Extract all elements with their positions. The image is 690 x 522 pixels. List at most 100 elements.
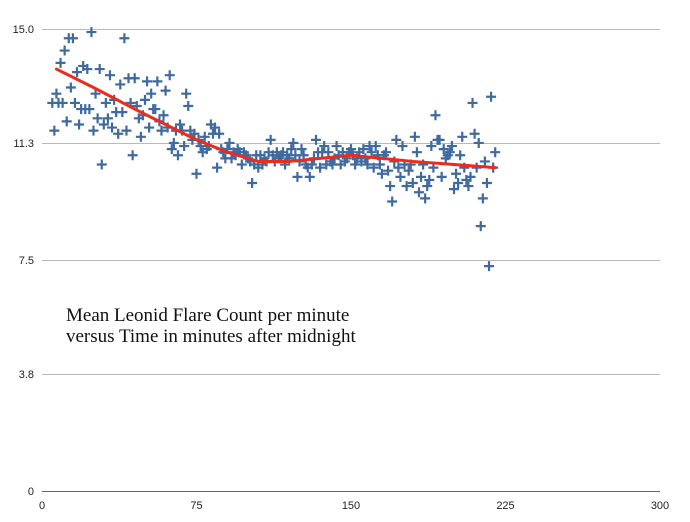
data-point-126	[306, 159, 317, 170]
data-point-47	[144, 122, 155, 133]
data-point-40	[129, 73, 140, 84]
data-point-29	[107, 122, 118, 133]
data-point-116	[286, 144, 297, 155]
data-point-39	[127, 150, 138, 161]
x-tick-label-4: 300	[651, 500, 669, 512]
data-point-27	[102, 113, 113, 124]
x-tick-label-3: 225	[496, 500, 514, 512]
data-point-51	[152, 76, 163, 87]
data-point-130	[315, 162, 326, 173]
data-point-213	[486, 91, 497, 102]
data-point-194	[446, 141, 457, 152]
x-tick-label-2: 150	[342, 500, 360, 512]
data-point-69	[189, 128, 200, 139]
data-point-48	[146, 88, 157, 99]
data-point-160	[376, 168, 387, 179]
data-point-20	[88, 125, 99, 136]
data-point-62	[175, 119, 186, 130]
data-points	[47, 27, 501, 272]
data-point-1	[49, 125, 60, 136]
data-point-4	[55, 57, 66, 68]
data-point-9	[65, 82, 76, 93]
data-point-55	[160, 85, 171, 96]
data-point-155	[366, 147, 377, 158]
data-point-190	[438, 144, 449, 155]
data-point-184	[426, 141, 437, 152]
data-point-153	[362, 159, 373, 170]
data-point-178	[413, 187, 424, 198]
data-point-196	[451, 168, 462, 179]
trend-line-group	[54, 67, 497, 170]
y-tick-label-4: 15.0	[13, 24, 34, 36]
data-point-199	[457, 131, 468, 142]
data-point-12	[72, 67, 83, 78]
data-point-70	[191, 168, 202, 179]
data-point-34	[117, 107, 128, 118]
data-point-211	[481, 178, 492, 188]
data-point-24	[96, 159, 107, 170]
data-point-177	[411, 147, 422, 158]
data-point-18	[84, 104, 95, 115]
data-point-13	[74, 119, 85, 130]
data-point-45	[140, 94, 150, 105]
data-point-193	[444, 147, 455, 158]
data-point-65	[181, 88, 192, 99]
axes: 0 3.8 7.5 11.3 15.0 0 75 150 225 300	[13, 24, 670, 512]
data-point-138	[331, 141, 342, 152]
data-point-128	[310, 134, 321, 145]
data-point-179	[416, 171, 427, 182]
data-point-58	[166, 144, 177, 155]
data-point-10	[67, 33, 78, 44]
data-point-188	[434, 134, 445, 145]
data-point-181	[420, 193, 431, 204]
data-point-86	[224, 137, 235, 148]
data-point-186	[430, 110, 441, 121]
data-point-32	[113, 128, 124, 139]
gridlines	[42, 29, 660, 375]
y-tick-label-2: 7.5	[19, 255, 34, 267]
data-point-106	[265, 134, 276, 145]
data-point-28	[104, 70, 115, 81]
data-point-11	[69, 97, 80, 108]
data-point-33	[115, 79, 126, 90]
data-point-209	[477, 193, 488, 204]
data-point-97	[247, 178, 258, 188]
data-point-23	[94, 64, 105, 75]
data-point-74	[199, 131, 210, 142]
data-point-162	[381, 147, 392, 158]
data-point-61	[172, 150, 183, 161]
data-point-46	[142, 76, 153, 87]
data-point-176	[409, 131, 420, 142]
data-point-170	[397, 141, 408, 152]
data-point-64	[179, 141, 190, 152]
data-point-169	[395, 171, 406, 182]
data-point-2	[51, 88, 62, 99]
data-point-134	[323, 147, 334, 158]
y-tick-label-1: 3.8	[19, 369, 34, 381]
data-point-17	[82, 64, 93, 75]
data-point-215	[490, 147, 501, 158]
data-point-25	[98, 119, 109, 130]
data-point-157	[370, 141, 381, 152]
data-point-35	[119, 33, 130, 44]
data-point-121	[296, 144, 307, 155]
data-point-159	[374, 159, 385, 170]
data-point-145	[346, 144, 356, 155]
data-point-119	[292, 171, 303, 182]
trend-line	[54, 67, 497, 170]
data-point-210	[479, 156, 490, 167]
data-point-172	[401, 181, 412, 192]
data-point-175	[407, 178, 418, 188]
data-point-208	[475, 221, 486, 232]
data-point-66	[183, 101, 194, 111]
data-point-57	[164, 70, 175, 81]
data-point-195	[449, 184, 459, 195]
chart-annotation-line-1: Mean Leonid Flare Count per minute	[66, 305, 349, 326]
data-point-59	[168, 137, 179, 148]
x-tick-label-0: 0	[39, 500, 45, 512]
data-point-164	[385, 181, 396, 192]
data-point-167	[391, 134, 402, 145]
data-point-202	[463, 181, 474, 192]
data-point-22	[92, 113, 103, 124]
